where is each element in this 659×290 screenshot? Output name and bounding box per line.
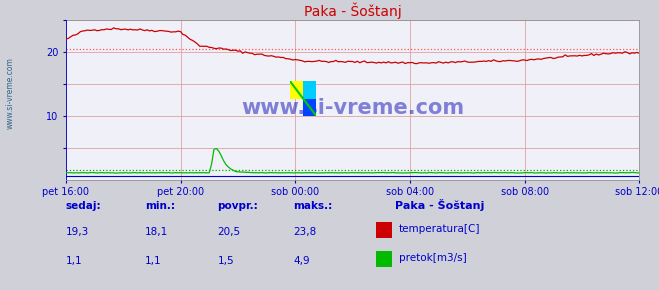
Text: min.:: min.: [145, 201, 175, 211]
Text: 1,1: 1,1 [66, 256, 82, 266]
Text: maks.:: maks.: [293, 201, 333, 211]
Bar [303, 81, 316, 99]
Text: povpr.:: povpr.: [217, 201, 258, 211]
Text: 4,9: 4,9 [293, 256, 310, 266]
Text: 23,8: 23,8 [293, 227, 316, 237]
Text: 18,1: 18,1 [145, 227, 168, 237]
Text: 1,5: 1,5 [217, 256, 234, 266]
Text: temperatura[C]: temperatura[C] [399, 224, 480, 234]
Text: 1,1: 1,1 [145, 256, 161, 266]
Text: www.si-vreme.com: www.si-vreme.com [241, 98, 464, 118]
Text: 19,3: 19,3 [66, 227, 89, 237]
Bar [303, 99, 316, 116]
Title: Paka - Šoštanj: Paka - Šoštanj [304, 3, 401, 19]
Text: www.si-vreme.com: www.si-vreme.com [5, 57, 14, 129]
Text: 20,5: 20,5 [217, 227, 241, 237]
Text: pretok[m3/s]: pretok[m3/s] [399, 253, 467, 263]
Text: Paka - Šoštanj: Paka - Šoštanj [395, 199, 485, 211]
Text: sedaj:: sedaj: [66, 201, 101, 211]
Bar [290, 81, 303, 99]
